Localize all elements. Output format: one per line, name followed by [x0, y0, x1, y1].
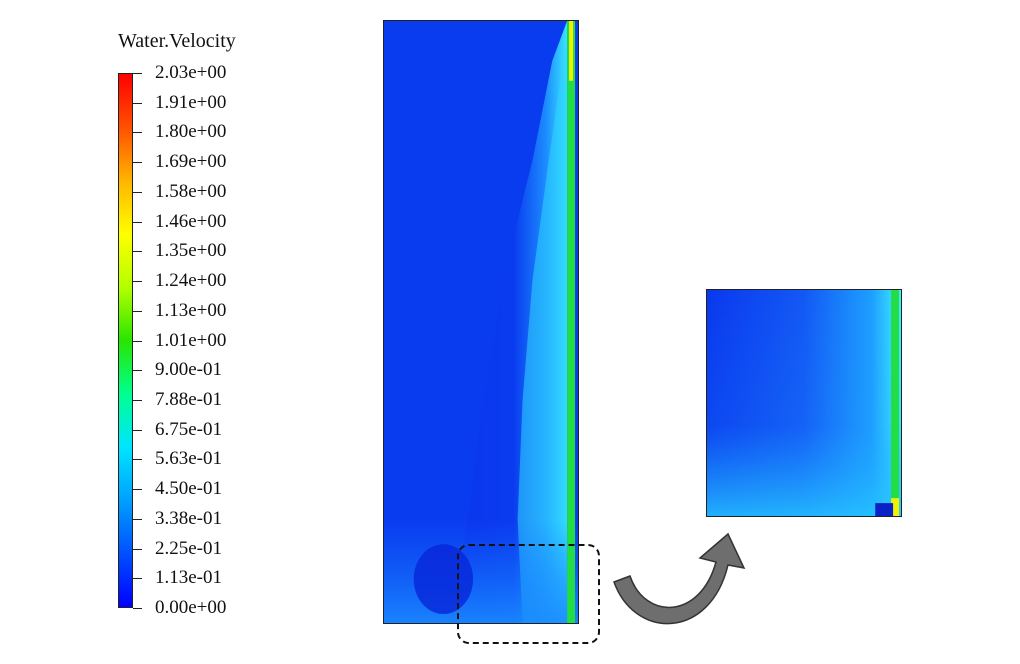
- legend-tick-label: 7.88e-01: [155, 388, 223, 410]
- legend-tick-mark: [133, 459, 142, 461]
- legend-tick-label: 1.69e+00: [155, 151, 227, 173]
- legend-tick-mark: [133, 251, 142, 253]
- legend-tick-label: 1.91e+00: [155, 91, 227, 113]
- legend-title: Water.Velocity: [118, 30, 236, 52]
- legend-tick-label: 1.13e-01: [155, 567, 223, 589]
- legend-tick-mark: [133, 281, 142, 283]
- legend-tick-mark: [133, 518, 142, 520]
- legend-tick-mark: [133, 429, 142, 431]
- legend-tick-mark: [133, 132, 142, 134]
- legend-tick-mark: [133, 370, 142, 372]
- legend-tick-label: 4.50e-01: [155, 478, 223, 500]
- legend-tick-mark: [133, 399, 142, 401]
- legend-tick-mark: [133, 608, 142, 609]
- legend-tick-label: 5.63e-01: [155, 448, 223, 470]
- legend-tick-label: 1.35e+00: [155, 240, 227, 262]
- color-bar: [118, 73, 133, 608]
- wall-strip: [567, 21, 576, 623]
- zoom-arrow-shape: [613, 532, 746, 625]
- zoom-field-bottom: [707, 290, 901, 516]
- wall-top-strip: [569, 21, 574, 81]
- zoom-corner-vortex: [875, 503, 894, 516]
- legend-tick-mark: [133, 191, 142, 193]
- legend-tick-label: 0.00e+00: [155, 597, 227, 618]
- zoom-wall-corner: [891, 498, 900, 516]
- legend-tick-label: 6.75e-01: [155, 418, 223, 440]
- legend-tick-label: 1.24e+00: [155, 270, 227, 292]
- legend-tick-label: 1.58e+00: [155, 180, 227, 202]
- legend-tick-mark: [133, 578, 142, 580]
- legend-tick-mark: [133, 102, 142, 104]
- legend-tick-label: 2.25e-01: [155, 537, 223, 559]
- legend-tick-label: 1.01e+00: [155, 329, 227, 351]
- legend-tick-label: 1.13e+00: [155, 299, 227, 321]
- field-jet-region: [517, 40, 568, 623]
- legend-tick-mark: [133, 340, 142, 342]
- zoom-arrow: [613, 532, 746, 625]
- legend-tick-label: 9.00e-01: [155, 359, 223, 381]
- legend-tick-label: 2.03e+00: [155, 62, 227, 83]
- velocity-contour-main: [383, 20, 579, 624]
- legend-tick-list: 2.03e+00 1.91e+00 1.80e+00 1.69e+00 1.58e+00…: [133, 62, 253, 618]
- legend-tick-mark: [133, 221, 142, 223]
- legend-tick-label: 3.38e-01: [155, 507, 223, 529]
- legend-tick-label: 1.80e+00: [155, 121, 227, 143]
- zoom-region-marker: [457, 544, 600, 644]
- legend-tick-mark: [133, 489, 142, 491]
- legend-tick-mark: [133, 73, 142, 74]
- legend-tick-mark: [133, 162, 142, 164]
- legend-tick-label: 1.46e+00: [155, 210, 227, 232]
- velocity-contour-zoom: [706, 289, 902, 517]
- legend-tick-mark: [133, 548, 142, 550]
- legend-tick-mark: [133, 310, 142, 312]
- zoom-wall-strip: [891, 290, 900, 516]
